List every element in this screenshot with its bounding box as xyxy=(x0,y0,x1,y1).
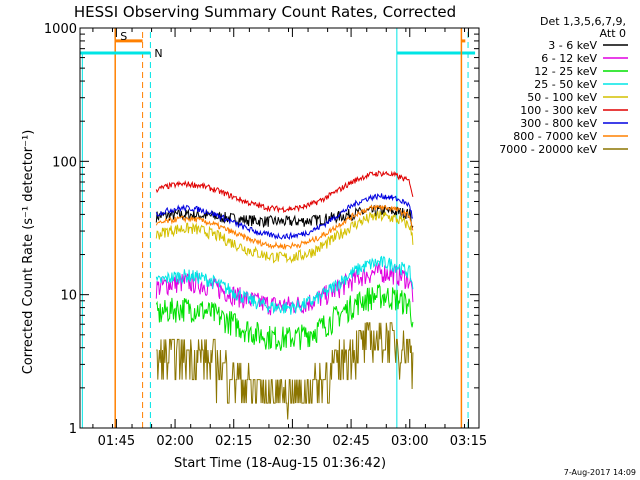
y-tick-label: 1000 xyxy=(44,22,77,37)
night-label: N xyxy=(154,47,162,60)
y-tick-label: 10 xyxy=(60,289,77,304)
y-tick-label: 100 xyxy=(52,155,77,170)
x-tick-label: 02:15 xyxy=(215,434,252,449)
x-tick-label: 02:00 xyxy=(156,434,193,449)
series-line-3 xyxy=(155,283,414,351)
legend-entry: 100 - 300 keV xyxy=(520,104,597,117)
series-line-7 xyxy=(155,193,414,241)
footer-date: 7-Aug-2017 14:09 xyxy=(564,468,636,477)
series-line-6 xyxy=(155,170,414,214)
x-tick-label: 01:45 xyxy=(98,434,135,449)
chart-title: HESSI Observing Summary Count Rates, Cor… xyxy=(74,3,456,21)
legend-entry: 25 - 50 keV xyxy=(534,78,597,91)
legend-entry: 300 - 800 keV xyxy=(520,117,597,130)
series-line-5 xyxy=(155,210,414,264)
legend-entry: 12 - 25 keV xyxy=(534,65,597,78)
plot-area: SN xyxy=(80,28,476,428)
legend-entry: 800 - 7000 keV xyxy=(513,130,597,143)
legend-entry: 7000 - 20000 keV xyxy=(499,143,597,156)
y-tick-label: 1 xyxy=(69,422,77,437)
plot-frame xyxy=(79,27,480,429)
legend-entry: 50 - 100 keV xyxy=(527,91,597,104)
axis-ticks: 1 10 100 1000 01:45 02:00 02:15 02:30 02:45 03:00… xyxy=(44,22,487,449)
series-line-4 xyxy=(155,255,414,315)
series-line-8 xyxy=(155,204,414,251)
x-axis-label: Start Time (18-Aug-15 01:36:42) xyxy=(174,456,386,471)
series-line-2 xyxy=(155,262,414,316)
x-tick-label: 02:30 xyxy=(274,434,311,449)
y-axis-label: Corrected Count Rate (s⁻¹ detector⁻¹) xyxy=(21,130,36,375)
saa-label: S xyxy=(120,30,127,43)
legend-entry: 3 - 6 keV xyxy=(548,39,597,52)
x-tick-label: 03:15 xyxy=(450,434,487,449)
legend-header: Att 0 xyxy=(600,27,626,40)
legend-entry: 6 - 12 keV xyxy=(541,52,597,65)
x-tick-label: 02:45 xyxy=(332,434,369,449)
series-line-9 xyxy=(156,322,414,420)
x-tick-label: 03:00 xyxy=(391,434,428,449)
series-line-1 xyxy=(155,204,414,231)
legend-header: Det 1,3,5,6,7,9, xyxy=(540,15,626,28)
